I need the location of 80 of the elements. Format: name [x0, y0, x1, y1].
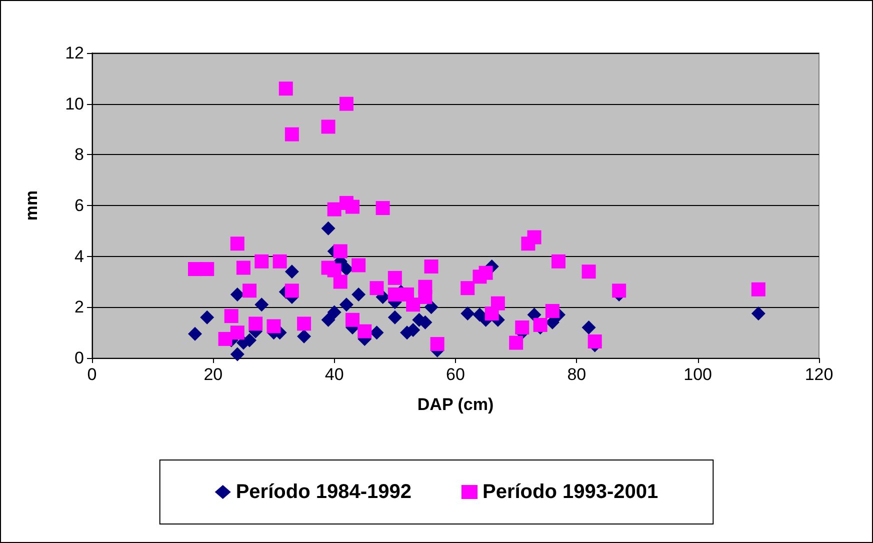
point: [358, 324, 372, 338]
point: [284, 127, 299, 142]
point: [272, 254, 287, 268]
point: [515, 320, 530, 334]
point: [218, 332, 232, 346]
point: [200, 262, 214, 276]
y-tick-label: 10: [65, 94, 84, 114]
point: [339, 96, 354, 111]
point: [370, 281, 384, 296]
point: [230, 326, 244, 340]
x-tick-label: 60: [446, 365, 465, 384]
x-tick-label: 40: [324, 365, 344, 384]
point: [242, 284, 257, 298]
point: [352, 258, 366, 272]
point: [339, 298, 354, 312]
point: [321, 120, 336, 134]
point: [230, 236, 244, 251]
point: [224, 309, 238, 324]
point: [388, 310, 402, 324]
point: [333, 274, 348, 289]
x-tick-label: 100: [684, 365, 712, 384]
point: [388, 270, 402, 285]
x-tick-label: 80: [567, 365, 586, 384]
y-tick-label: 12: [65, 44, 84, 62]
point: [284, 264, 299, 279]
y-tick-label: 0: [74, 348, 84, 368]
point: [430, 337, 444, 352]
point: [230, 287, 244, 302]
legend-label: Período 1984-1992: [236, 481, 412, 503]
y-tick-label: 6: [74, 196, 84, 215]
point: [346, 312, 360, 327]
point: [188, 326, 202, 341]
point: [284, 284, 299, 298]
point: [424, 260, 438, 274]
point: [490, 296, 505, 310]
point: [588, 334, 602, 348]
x-tick-label: 0: [87, 365, 97, 384]
x-tick-label: 120: [804, 365, 834, 384]
point: [266, 319, 281, 334]
y-tick-label: 8: [74, 145, 84, 164]
point: [545, 304, 560, 318]
point: [612, 284, 626, 298]
x-tick-label: 20: [204, 365, 223, 384]
point: [406, 298, 420, 312]
legend-label: Período 1993-2001: [482, 481, 658, 503]
point: [509, 336, 524, 350]
y-axis-title: mm: [22, 190, 41, 221]
point: [236, 260, 250, 275]
x-axis-title: DAP (cm): [417, 395, 494, 414]
point: [582, 320, 596, 334]
point: [248, 316, 263, 331]
point: [582, 264, 596, 279]
y-tick-label: 2: [74, 298, 84, 317]
point: [297, 329, 312, 344]
point: [551, 254, 566, 268]
point: [418, 290, 432, 304]
point: [527, 230, 542, 244]
point: [297, 316, 312, 331]
point: [200, 310, 214, 324]
point: [254, 298, 269, 312]
point: [254, 254, 269, 268]
point: [751, 282, 766, 296]
point: [751, 306, 766, 321]
point: [333, 244, 348, 258]
point: [278, 82, 293, 96]
point: [327, 202, 342, 216]
y-tick-label: 4: [74, 246, 84, 266]
point: [327, 305, 342, 320]
point: [346, 200, 360, 214]
point: [460, 306, 475, 321]
point: [321, 221, 336, 236]
point: [370, 326, 384, 340]
point: [460, 281, 475, 296]
point: [321, 312, 336, 327]
point: [478, 266, 493, 280]
point: [230, 347, 244, 362]
point: [533, 318, 548, 332]
point: [352, 287, 366, 302]
point: [376, 201, 390, 216]
point: [339, 262, 354, 276]
